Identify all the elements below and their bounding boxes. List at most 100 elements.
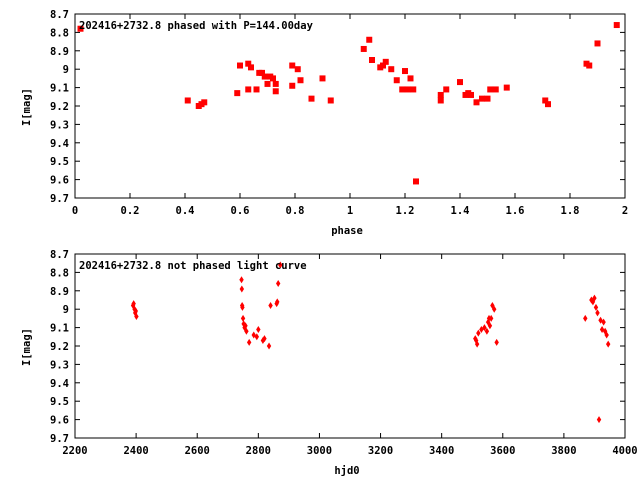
panel2-data-point (254, 333, 260, 341)
panel1-y-tick-label: 9.6 (50, 175, 69, 187)
panel2-y-tick-label: 8.9 (50, 286, 69, 298)
panel2-data-point (482, 324, 487, 332)
panel2-y-tick-label: 9.5 (50, 396, 69, 408)
panel1-x-tick-label: 1 (347, 205, 353, 217)
panel1-data-point (407, 75, 414, 82)
panel2-data-point (601, 318, 606, 326)
panel1-y-tick-label: 8.7 (50, 9, 69, 21)
panel2-data-point (278, 261, 283, 269)
panel1-data-point (237, 62, 243, 69)
panel2-data-point (492, 305, 497, 313)
panel2-data-point (268, 302, 273, 310)
panel1-x-tick-label: 1.6 (506, 205, 525, 217)
panel2-x-tick-label: 3200 (368, 445, 393, 457)
panel2-data-point (583, 314, 588, 322)
panel1-data-point (259, 69, 265, 76)
panel1-data-point (294, 66, 301, 73)
panel1-data-point (382, 58, 389, 65)
panel1-data-point (234, 90, 241, 97)
panel1-data-point (402, 68, 408, 75)
panel1-y-tick-label: 9.3 (50, 119, 69, 131)
panel2-data-point (131, 300, 136, 308)
panel1-data-point (468, 91, 474, 98)
panel2-plot-area: 2200 2400 2600 2800 3000 3200 3400 3600 3800 4000… (50, 249, 638, 457)
panel2-data-point (275, 279, 281, 287)
panel1-y-tick-label: 9.4 (50, 138, 69, 150)
panel2-data-point (484, 327, 490, 335)
panel1-plot-area: 0 0.2 0.4 0.6 0.8 1 1.2 1.4 1.6 1.8 2 8.7 8.8 8.9 9 9.1… (50, 9, 628, 217)
panel1-data-point (380, 62, 386, 69)
panel1-data-point (366, 36, 373, 43)
panel2-x-tick-label: 2600 (185, 445, 210, 457)
panel1-data-point (272, 80, 279, 87)
panel2-data-point (246, 338, 252, 346)
panel1-data-point (319, 75, 326, 82)
panel1-data-point (594, 40, 601, 47)
panel1-data-point (487, 86, 494, 93)
panel1-y-tick-label: 9.1 (50, 83, 69, 95)
panel1-data-point (248, 64, 254, 71)
panel2-data-point (134, 313, 139, 321)
panel1-data-point (184, 97, 191, 104)
panel1-data-point (586, 62, 593, 69)
panel1-data-point (369, 57, 375, 63)
panel1-data-point (437, 97, 444, 104)
panel1-data-point (399, 86, 406, 93)
panel2-x-tick-label: 3800 (551, 445, 576, 457)
panel1-data-point (473, 99, 480, 106)
panel1-y-tick-label: 9.5 (50, 156, 69, 168)
panel2-data-point (133, 307, 139, 315)
panel2-x-tick-label: 3000 (307, 445, 332, 457)
panel2-x-axis-label: hjd0 (334, 465, 359, 477)
panel2-data-point (494, 338, 499, 346)
panel1-x-tick-label: 2 (622, 205, 628, 217)
panel2-data-point (604, 331, 609, 339)
panel2-y-tick-label: 9.1 (50, 323, 69, 335)
panel1-data-point (613, 22, 620, 29)
panel1-y-axis-label: I[mag] (21, 88, 33, 126)
panel1-x-tick-label: 0.4 (176, 205, 195, 217)
panel2-data-point (256, 325, 261, 333)
panel1-data-point (289, 62, 296, 69)
panel1-data-point (297, 77, 304, 84)
panel1-data-point (457, 79, 463, 86)
panel2-data-point (605, 340, 611, 348)
panel1-data-point (245, 86, 252, 93)
panel1-data-point (484, 95, 491, 102)
panel2-data-point (239, 285, 245, 293)
panel2-x-tick-label: 2800 (246, 445, 271, 457)
panel1-data-point (503, 84, 510, 91)
panel1-x-tick-label: 0.6 (231, 205, 250, 217)
panel2-x-tick-label: 4000 (612, 445, 637, 457)
panel1-x-tick-label: 0.2 (121, 205, 140, 217)
panel1-data-point (410, 86, 417, 93)
panel2-data-point (240, 303, 245, 311)
panel2-data-point (596, 416, 602, 424)
panel1-y-tick-label: 8.8 (50, 27, 69, 39)
panel1-data-point (413, 178, 419, 185)
panel1-data-point (264, 80, 271, 87)
panel1-data-point (289, 82, 296, 89)
panel2-y-tick-label: 9.6 (50, 415, 69, 427)
panel1-data-point (443, 86, 450, 93)
panel2-y-tick-label: 9.4 (50, 378, 69, 390)
panel1-title: 202416+2732.8 phased with P=144.00day (79, 20, 314, 32)
panel1-y-tick-label: 9.2 (50, 101, 69, 113)
panel1-data-point (388, 66, 395, 73)
panel2-title: 202416+2732.8 not phased light curve (79, 260, 307, 272)
panel1-data-point (437, 91, 444, 98)
panel1-x-axis-label: phase (331, 225, 363, 237)
panel2-data-point (243, 322, 248, 330)
panel1-x-tick-label: 1.4 (451, 205, 470, 217)
panel1-data-point (545, 101, 551, 108)
panel2-data-point (266, 342, 272, 350)
panel2-data-point (244, 327, 249, 335)
panel2-data-point (488, 314, 494, 322)
panel2-x-tick-label: 3400 (429, 445, 454, 457)
panel2-data-point (592, 294, 597, 302)
panel1-data-point (492, 86, 499, 93)
panel2-y-tick-label: 8.8 (50, 267, 69, 279)
panel1-data-point (479, 95, 485, 102)
